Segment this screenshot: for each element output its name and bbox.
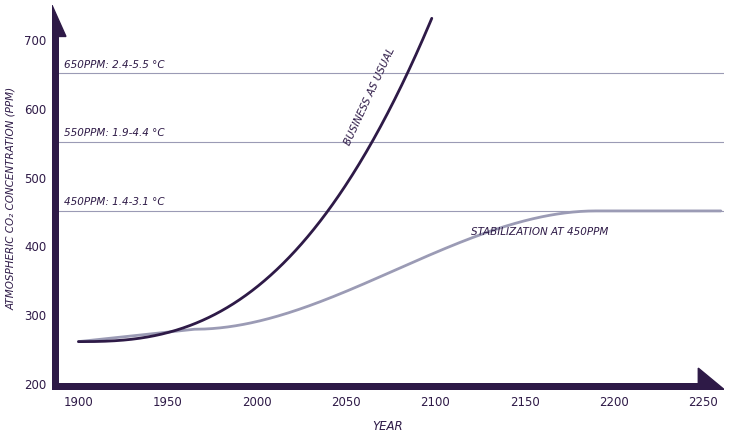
Text: 450PPM: 1.4-3.1 °C: 450PPM: 1.4-3.1 °C: [64, 197, 165, 207]
Bar: [52, 383, 699, 397]
Bar: [45, 37, 59, 390]
Text: BUSINESS AS USUAL: BUSINESS AS USUAL: [342, 46, 396, 146]
Text: 650PPM: 2.4-5.5 °C: 650PPM: 2.4-5.5 °C: [64, 60, 165, 69]
Text: 550PPM: 1.9-4.4 °C: 550PPM: 1.9-4.4 °C: [64, 128, 165, 138]
Text: STABILIZATION AT 450PPM: STABILIZATION AT 450PPM: [471, 227, 608, 237]
Polygon shape: [699, 368, 724, 411]
Y-axis label: ATMOSPHERIC CO₂ CONCENTRATION (PPM): ATMOSPHERIC CO₂ CONCENTRATION (PPM): [6, 86, 15, 309]
X-axis label: YEAR: YEAR: [373, 420, 404, 432]
Polygon shape: [37, 6, 66, 37]
